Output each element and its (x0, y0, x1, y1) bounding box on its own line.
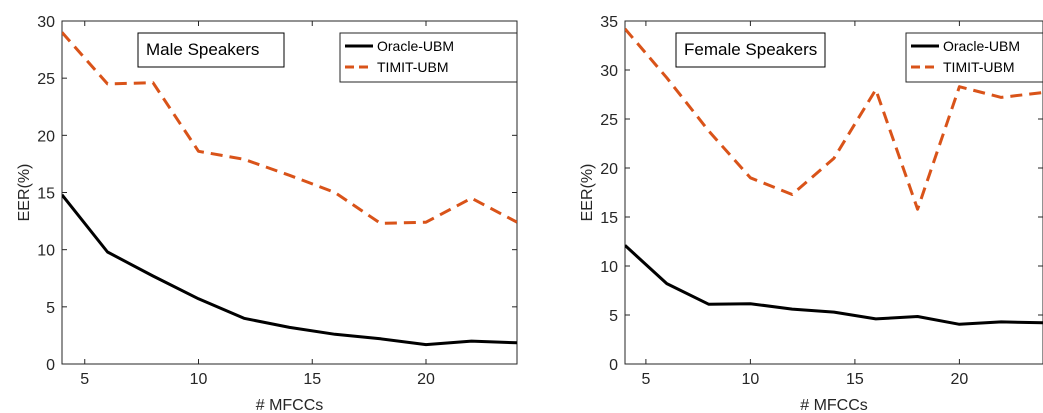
y-tick-label: 0 (46, 357, 55, 374)
x-tick-label: 5 (641, 371, 650, 388)
annotation-text: Female Speakers (684, 40, 817, 59)
series-line-oracle-ubm (62, 193, 517, 347)
y-tick-label: 25 (600, 112, 618, 129)
series-line-oracle-ubm (625, 244, 1043, 326)
x-tick-label: 5 (80, 371, 89, 388)
annotation-box (137, 32, 285, 68)
y-tick-label: 20 (37, 128, 55, 145)
y-tick-label: 30 (37, 14, 55, 31)
x-axis-label: # MFCCs (256, 397, 324, 413)
series-line-timit-ubm (625, 27, 1043, 211)
y-tick-label: 25 (37, 71, 55, 88)
legend-box (339, 32, 518, 83)
y-axis-label: EER(%) (16, 164, 33, 222)
legend-label: TIMIT-UBM (377, 59, 449, 75)
y-tick-label: 15 (37, 186, 55, 203)
x-tick-label: 15 (846, 371, 864, 388)
y-tick-label: 30 (600, 63, 618, 80)
y-tick-label: 10 (600, 259, 618, 276)
x-tick-label: 10 (190, 371, 208, 388)
annotation-text: Male Speakers (146, 40, 259, 59)
y-tick-label: 20 (600, 161, 618, 178)
y-tick-label: 10 (37, 243, 55, 260)
legend-label: Oracle-UBM (943, 38, 1020, 54)
legend-box (905, 32, 1043, 83)
x-tick-label: 15 (303, 371, 321, 388)
chart-panel-1: 0 5 10 15 20 25 30 5 10 15 20 # MFCCs EER(%) Male Spe… (16, 14, 518, 413)
chart-panel-2: 0 5 10 15 20 25 30 35 5 10 15 20 # MFCCs EER(%) Female… (579, 14, 1043, 413)
x-tick-label: 20 (951, 371, 969, 388)
y-tick-label: 0 (609, 357, 618, 374)
x-tick-label: 20 (417, 371, 435, 388)
x-tick-label: 10 (742, 371, 760, 388)
x-axis-label: # MFCCs (800, 397, 868, 413)
legend-label: Oracle-UBM (377, 38, 454, 54)
y-tick-label: 5 (46, 300, 55, 317)
y-tick-label: 5 (609, 308, 618, 325)
y-tick-label: 15 (600, 210, 618, 227)
series-line-timit-ubm (62, 31, 517, 225)
legend-label: TIMIT-UBM (943, 59, 1015, 75)
annotation-box (675, 32, 826, 68)
y-tick-label: 35 (600, 14, 618, 31)
y-axis-label: EER(%) (579, 164, 596, 222)
